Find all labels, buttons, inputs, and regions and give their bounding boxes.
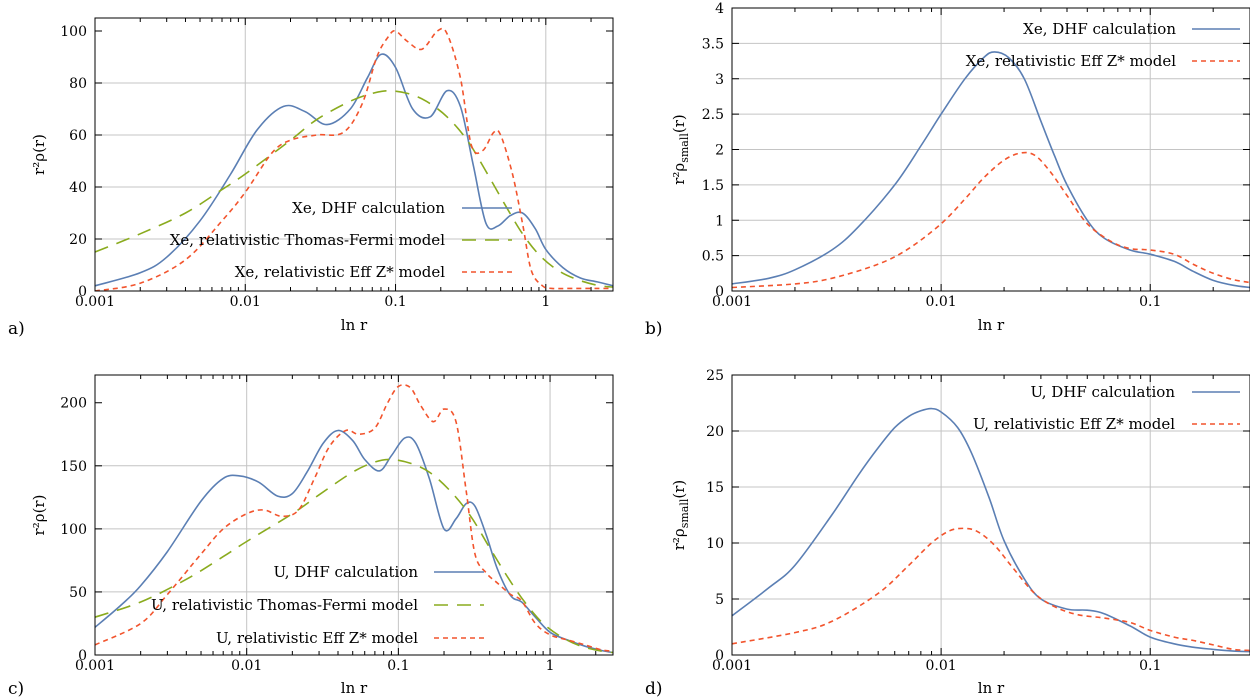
chart-panel-3: 0.001 0.01 0.1 1 0 50 100 150 200 ln r r²ρ(r) U, DH…: [8, 374, 614, 699]
legend-label: U, relativistic Eff Z* model: [973, 415, 1175, 433]
legend-label: Xe, relativistic Eff Z* model: [235, 263, 445, 281]
y-tick-label: 40: [69, 180, 87, 196]
y-tick-label: 20: [706, 424, 724, 440]
x-axis-title: ln r: [341, 316, 368, 334]
x-tick-label: 0.1: [1139, 658, 1161, 674]
y-tick-label: 100: [60, 522, 87, 538]
y-tick-label: 0.5: [702, 249, 724, 265]
series-line-eff: [95, 27, 613, 291]
chart-panel-1: 0.001 0.01 0.1 1 0 20 40 60 80 100 ln r r²ρ(r) Xe, D…: [8, 17, 614, 339]
panel-label: b): [645, 319, 663, 339]
series-line-eff: [95, 384, 613, 652]
legend-label: U, DHF calculation: [273, 563, 418, 581]
y-tick-label: 0: [78, 284, 87, 300]
x-tick-label: 0.01: [926, 294, 957, 310]
legend-label: Xe, DHF calculation: [292, 199, 445, 217]
legend-label: U, relativistic Thomas-Fermi model: [151, 596, 418, 614]
plot-frame: [731, 7, 1250, 292]
y-tick-label: 200: [60, 396, 87, 412]
y-axis-title: r²ρ(r): [30, 495, 48, 536]
legend-label: Xe, relativistic Thomas-Fermi model: [170, 231, 445, 249]
x-tick-label: 0.1: [1139, 294, 1161, 310]
y-axis-title: r²ρsmall(r): [670, 480, 691, 551]
y-tick-label: 25: [706, 368, 724, 384]
x-tick-label: 1: [546, 658, 555, 674]
x-tick-label: 0.01: [231, 658, 262, 674]
x-tick-label: 0.1: [387, 658, 409, 674]
series-line-tf: [95, 458, 613, 654]
y-tick-label: 4: [715, 1, 724, 17]
y-tick-label: 80: [69, 76, 87, 92]
y-tick-label: 3: [715, 72, 724, 88]
panel-label: d): [645, 679, 663, 699]
x-axis-title: ln r: [341, 679, 368, 697]
y-tick-label: 10: [706, 536, 724, 552]
series-line-eff: [732, 151, 1250, 289]
y-tick-label: 150: [60, 459, 87, 475]
y-axis-title: r²ρsmall(r): [670, 114, 691, 185]
x-tick-label: 0.001: [712, 658, 752, 674]
y-axis-title: r²ρ(r): [30, 134, 48, 175]
y-tick-label: 1.5: [702, 178, 724, 194]
y-tick-label: 50: [69, 585, 87, 601]
y-tick-label: 100: [60, 24, 87, 40]
y-tick-label: 2.5: [702, 107, 724, 123]
legend-label: U, relativistic Eff Z* model: [216, 629, 418, 647]
panel-label: a): [8, 319, 25, 339]
series-line-eff: [732, 527, 1250, 652]
x-tick-label: 0.01: [926, 658, 957, 674]
x-tick-label: 0.001: [75, 658, 115, 674]
series-line-tf: [95, 89, 613, 288]
x-tick-label: 0.001: [75, 294, 115, 310]
x-axis-title: ln r: [978, 316, 1005, 334]
y-tick-label: 2: [715, 143, 724, 159]
x-tick-label: 0.1: [384, 294, 406, 310]
x-tick-label: 1: [541, 294, 550, 310]
plot-frame: [731, 374, 1250, 656]
y-tick-label: 3.5: [702, 36, 724, 52]
legend-label: Xe, DHF calculation: [1023, 20, 1176, 38]
series-line-dhf: [95, 429, 613, 654]
panel-label: c): [8, 679, 24, 699]
plot-frame: [94, 374, 614, 656]
series-line-dhf: [95, 53, 613, 287]
y-tick-label: 5: [715, 592, 724, 608]
series-line-dhf: [732, 407, 1250, 653]
y-tick-label: 60: [69, 128, 87, 144]
y-tick-label: 15: [706, 480, 724, 496]
legend-label: Xe, relativistic Eff Z* model: [966, 52, 1176, 70]
x-tick-label: 0.01: [230, 294, 261, 310]
series-line-dhf: [732, 51, 1250, 289]
y-tick-label: 0: [715, 648, 724, 664]
legend-label: U, DHF calculation: [1030, 383, 1175, 401]
x-tick-label: 0.001: [712, 294, 752, 310]
y-tick-label: 1: [715, 213, 724, 229]
y-tick-label: 0: [78, 648, 87, 664]
plot-frame: [94, 17, 614, 292]
y-tick-label: 0: [715, 284, 724, 300]
chart-panel-2: 0.001 0.01 0.1 0 0.5 1 1.5 2 2.5 3 3.5 4 ln r r²ρsmal…: [645, 1, 1250, 339]
y-tick-label: 20: [69, 232, 87, 248]
chart-panel-4: 0.001 0.01 0.1 0 5 10 15 20 25 ln r r²ρsmall(r) U, …: [645, 368, 1250, 699]
x-axis-title: ln r: [978, 679, 1005, 697]
